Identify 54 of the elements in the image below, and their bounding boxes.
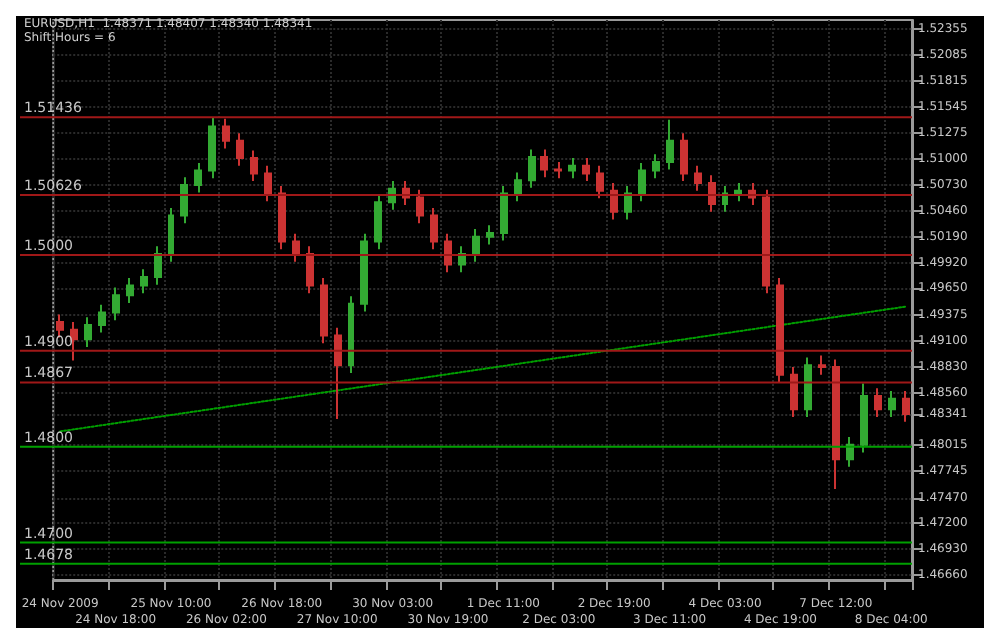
- candlestick: [790, 366, 798, 418]
- candlestick: [776, 276, 784, 384]
- candlestick: [222, 117, 230, 150]
- candlestick: [140, 268, 148, 295]
- candlestick: [582, 157, 590, 183]
- candlestick: [360, 232, 368, 313]
- candlestick: [500, 184, 508, 242]
- candlestick: [430, 206, 438, 251]
- candlestick: [306, 245, 314, 295]
- candlestick: [540, 148, 548, 179]
- candlestick: [568, 157, 576, 180]
- candlestick: [180, 176, 188, 225]
- candlestick: [874, 387, 882, 418]
- candlestick: [694, 164, 702, 192]
- candlestick: [514, 171, 522, 203]
- candlestick: [278, 184, 286, 251]
- candlestick: [236, 132, 244, 167]
- candlestick: [638, 161, 646, 203]
- candlestick: [194, 161, 202, 194]
- candlestick: [208, 116, 216, 180]
- candlestick: [596, 164, 604, 200]
- candlestick: [348, 295, 354, 374]
- candlestick: [554, 160, 562, 180]
- candlestick: [860, 382, 868, 454]
- candlestick: [112, 286, 120, 322]
- candlestick: [832, 358, 840, 490]
- candlestick: [320, 276, 328, 345]
- candlestick: [846, 436, 854, 468]
- candlestick: [818, 354, 826, 376]
- candlestick: [70, 321, 78, 362]
- candlestick: [734, 182, 742, 203]
- candlestick: [888, 390, 896, 418]
- candlestick: [762, 188, 770, 295]
- candlestick: [902, 390, 910, 423]
- candlestick: [666, 118, 674, 171]
- candlestick: [126, 276, 134, 304]
- candlestick: [168, 206, 174, 263]
- candlestick: [98, 303, 106, 334]
- candlestick: [250, 149, 258, 183]
- candlestick: [528, 148, 536, 189]
- candlestick: [472, 228, 480, 263]
- candlestick: [84, 316, 92, 348]
- candlestick: [374, 193, 382, 251]
- candlestick: [680, 132, 688, 183]
- candlestick: [264, 164, 272, 203]
- candlestick: [804, 356, 812, 418]
- candlestick: [154, 245, 162, 286]
- candlestick: [652, 153, 660, 180]
- candlestick: [444, 232, 452, 274]
- candlestick: [416, 188, 424, 225]
- candlestick: [292, 232, 300, 263]
- candlestick: [486, 224, 494, 246]
- candlestick: [56, 313, 64, 339]
- candlestick: [334, 326, 342, 420]
